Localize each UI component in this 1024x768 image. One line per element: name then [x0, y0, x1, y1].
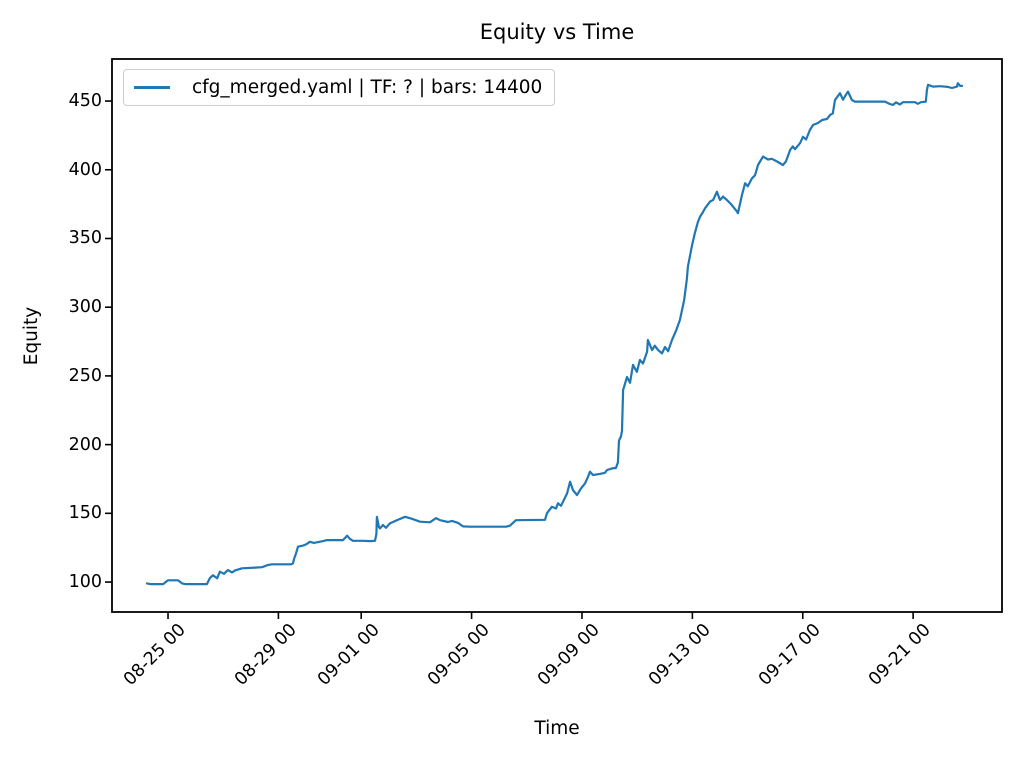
y-axis-label: Equity [21, 306, 42, 366]
y-tick-label: 350 [68, 228, 102, 249]
axes-spines [111, 58, 1003, 613]
legend-label: cfg_merged.yaml | TF: ? | bars: 14400 [192, 77, 543, 98]
y-tick-label: 250 [68, 365, 102, 386]
x-axis-label: Time [534, 718, 580, 739]
y-tick-label: 400 [68, 159, 102, 180]
legend-line-swatch [134, 86, 170, 89]
equity-line [145, 82, 964, 586]
y-tick-label: 100 [68, 572, 102, 593]
legend: cfg_merged.yaml | TF: ? | bars: 14400 [123, 69, 556, 106]
y-tick-label: 300 [68, 297, 102, 318]
y-tick-label: 450 [68, 91, 102, 112]
y-tick-label: 150 [68, 503, 102, 524]
y-tick-label: 200 [68, 434, 102, 455]
chart-title: Equity vs Time [479, 20, 635, 44]
